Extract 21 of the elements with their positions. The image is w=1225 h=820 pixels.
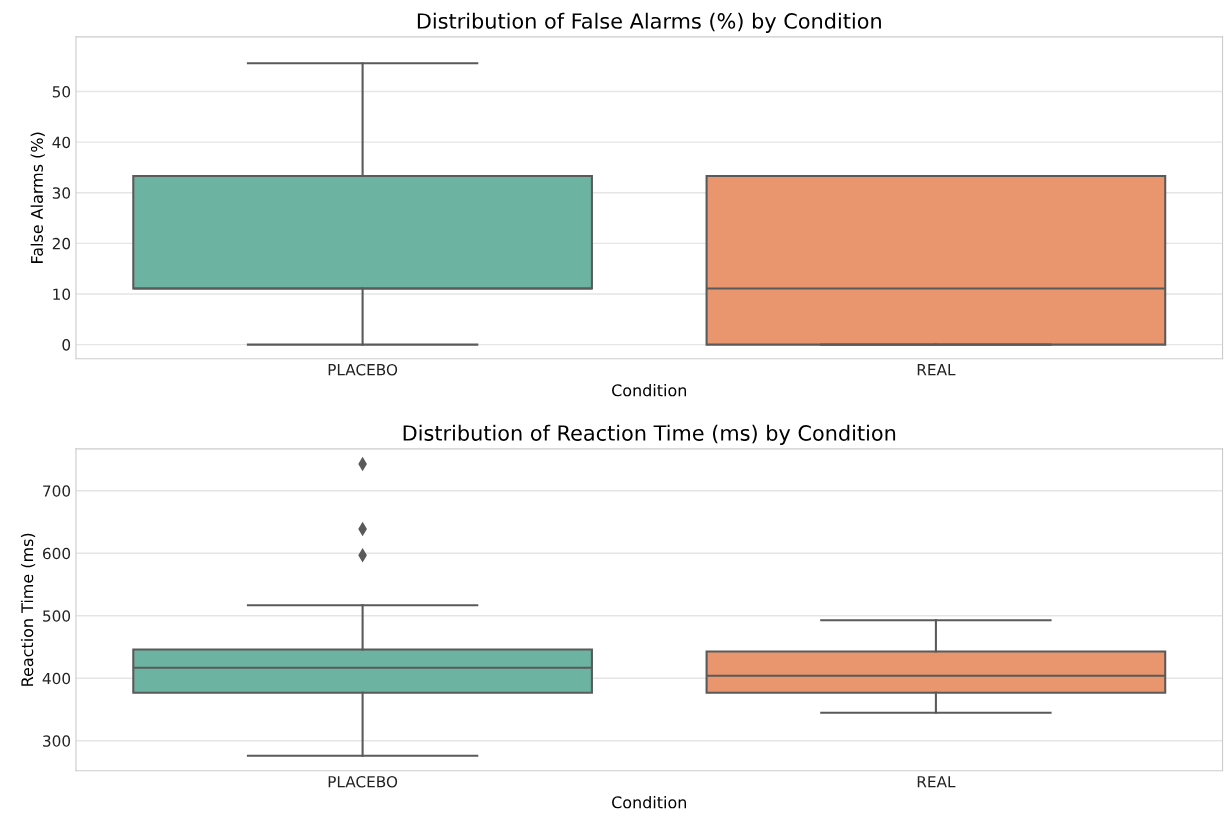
chart-title: Distribution of False Alarms (%) by Condition <box>417 12 881 33</box>
y-tick-label: 50 <box>52 86 71 98</box>
y-tick-label: 500 <box>43 610 71 622</box>
y-tick-label: 40 <box>52 136 71 149</box>
y-axis-title: Reaction Time (ms) <box>20 533 36 686</box>
x-tick-label: REAL <box>917 776 956 788</box>
y-tick-label: 400 <box>42 672 71 685</box>
y-tick-label: 700 <box>43 485 71 497</box>
x-axis-title: Condition <box>612 383 686 397</box>
x-tick-label: REAL <box>917 364 956 376</box>
x-tick-label: PLACEBO <box>328 775 398 788</box>
y-tick-label: 20 <box>52 237 71 250</box>
y-tick-label: 0 <box>62 339 71 351</box>
y-tick-label: 30 <box>52 187 71 199</box>
x-tick-label: PLACEBO <box>328 363 398 376</box>
y-tick-label: 300 <box>43 735 71 747</box>
y-tick-label: 10 <box>53 288 71 301</box>
y-tick-label: 600 <box>42 547 71 560</box>
x-axis-title: Condition <box>612 796 686 809</box>
chart-title: Distribution of Reaction Time (ms) by Condition <box>403 424 896 445</box>
y-axis-title: False Alarms (%) <box>30 132 45 263</box>
